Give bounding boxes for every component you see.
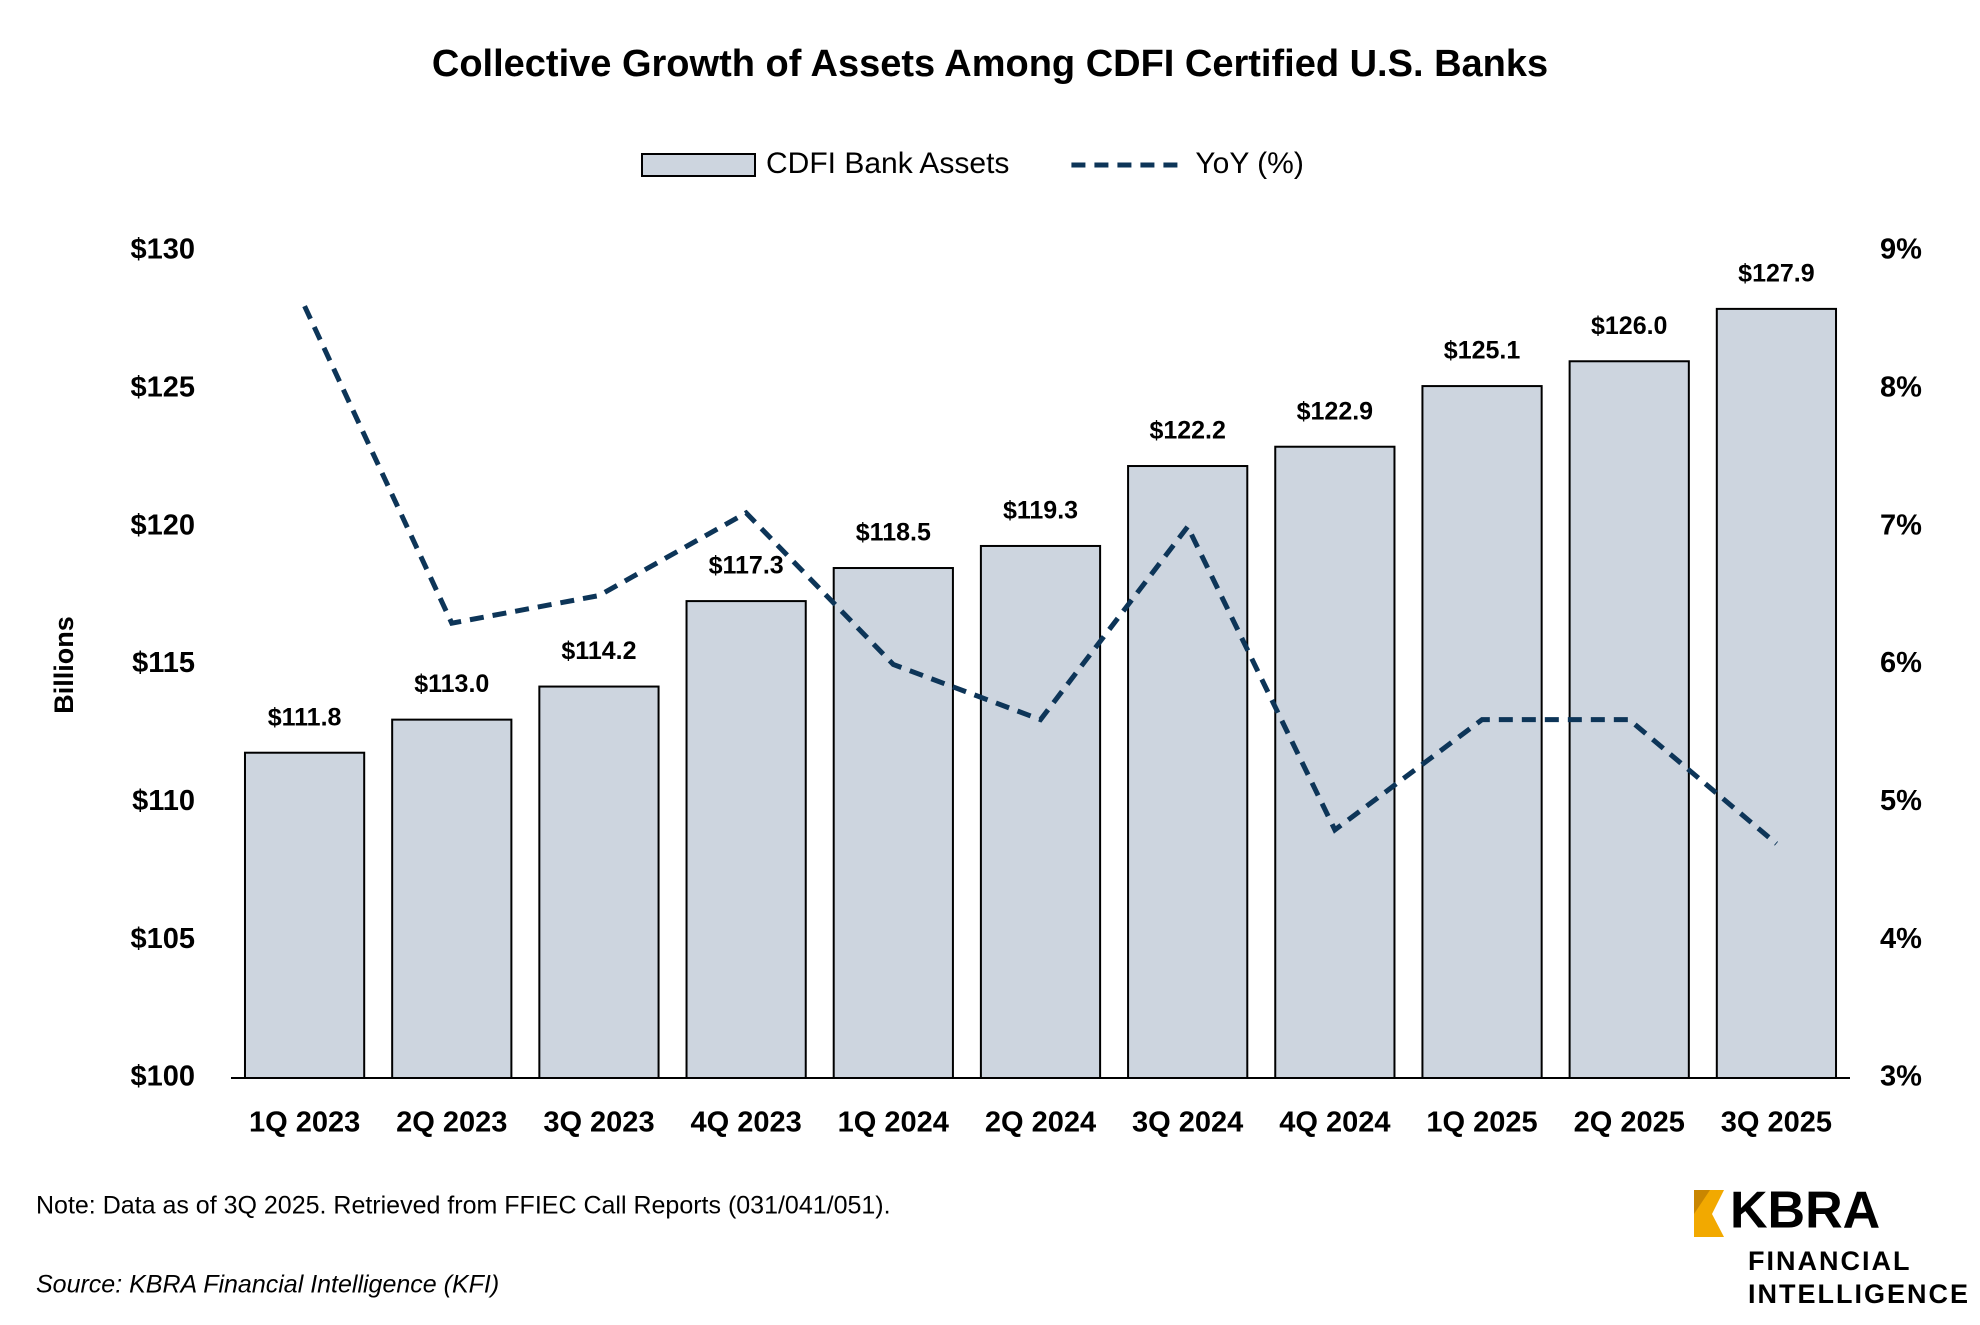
y2-tick-label: 4% — [1880, 923, 1922, 955]
y2-tick-label: 7% — [1880, 509, 1922, 541]
x-tick-label: 3Q 2023 — [543, 1107, 654, 1139]
bar — [685, 600, 807, 1079]
source: Source: KBRA Financial Intelligence (KFI… — [36, 1271, 499, 1299]
value-label: $113.0 — [414, 670, 489, 698]
x-tick-label: 1Q 2025 — [1426, 1107, 1537, 1139]
x-tick-label: 1Q 2024 — [838, 1107, 949, 1139]
y-tick-label: $100 — [130, 1061, 195, 1093]
x-tick-label: 2Q 2025 — [1574, 1107, 1685, 1139]
bar — [1421, 385, 1543, 1079]
x-tick-label: 3Q 2024 — [1132, 1107, 1243, 1139]
value-label: $122.9 — [1297, 397, 1373, 425]
logo-line: INTELLIGENCE — [1748, 1279, 1970, 1309]
legend-swatch — [641, 153, 756, 177]
bar — [1274, 445, 1396, 1079]
note: Note: Data as of 3Q 2025. Retrieved from… — [36, 1192, 891, 1220]
value-label: $118.5 — [856, 519, 931, 547]
x-tick-label: 3Q 2025 — [1721, 1107, 1832, 1139]
y2-tick-label: 9% — [1880, 234, 1922, 266]
value-label: $122.2 — [1149, 417, 1225, 445]
logo-mark-shade — [1694, 1190, 1710, 1214]
bar — [1715, 307, 1838, 1079]
bar — [538, 685, 660, 1079]
value-label: $126.0 — [1591, 312, 1667, 340]
y-tick-label: $110 — [132, 785, 195, 817]
bar — [979, 544, 1102, 1079]
legend-label: YoY (%) — [1195, 147, 1303, 180]
y2-tick-label: 6% — [1880, 647, 1922, 679]
y-tick-label: $115 — [132, 647, 195, 679]
value-label: $125.1 — [1444, 337, 1521, 365]
x-tick-label: 4Q 2023 — [691, 1107, 802, 1139]
x-tick-label: 1Q 2023 — [249, 1107, 360, 1139]
value-label: $119.3 — [1003, 497, 1078, 525]
logo-line: FINANCIAL — [1748, 1246, 1911, 1276]
line-series — [302, 305, 1779, 846]
logo-name: KBRA — [1730, 1182, 1880, 1240]
value-label: $114.2 — [561, 637, 636, 665]
y-tick-label: $120 — [130, 509, 195, 541]
bar — [391, 718, 513, 1080]
y-tick-label: $125 — [130, 371, 195, 403]
bar — [1568, 360, 1690, 1079]
chart-title: Collective Growth of Assets Among CDFI C… — [432, 43, 1548, 85]
value-label: $127.9 — [1738, 259, 1814, 287]
legend-label: CDFI Bank Assets — [766, 147, 1009, 180]
y2-tick-label: 8% — [1880, 371, 1922, 403]
bar — [1127, 465, 1249, 1079]
y-tick-label: $130 — [130, 234, 195, 266]
y-tick-label: $105 — [130, 923, 195, 955]
bar — [243, 751, 366, 1079]
x-tick-label: 4Q 2024 — [1279, 1107, 1390, 1139]
x-tick-label: 2Q 2023 — [396, 1107, 507, 1139]
value-label: $111.8 — [268, 703, 342, 731]
y2-tick-label: 5% — [1880, 785, 1922, 817]
bar — [832, 567, 954, 1079]
y-axis-label: Billions — [49, 616, 79, 714]
y2-tick-label: 3% — [1880, 1061, 1922, 1093]
x-tick-label: 2Q 2024 — [985, 1107, 1096, 1139]
value-label: $117.3 — [709, 552, 784, 580]
